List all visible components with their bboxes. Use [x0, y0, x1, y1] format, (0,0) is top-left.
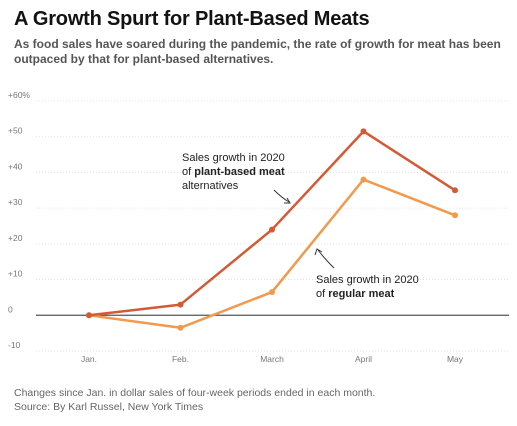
y-tick-label: +40 [8, 161, 23, 171]
chart-title: A Growth Spurt for Plant-Based Meats [14, 8, 370, 30]
plant-annotation-line1: Sales growth in 2020 [182, 152, 285, 164]
meat-annotation-line1: Sales growth in 2020 [316, 274, 419, 286]
meat-annotation-arrowhead [314, 248, 323, 256]
plant-annotation: Sales growth in 2020 of plant-based meat… [182, 152, 291, 204]
meat-annotation: Sales growth in 2020 of regular meat [314, 248, 419, 300]
source-text: Source: By Karl Russel, New York Times [14, 401, 204, 413]
y-tick-label: +30 [8, 197, 23, 207]
plant-based-point [269, 226, 275, 233]
chart-subtitle: As food sales have soared during the pan… [14, 37, 501, 66]
series-lines [86, 128, 458, 331]
y-tick-label: +20 [8, 233, 23, 243]
regular-meat-point [269, 289, 275, 296]
regular-meat-series-line [87, 178, 457, 330]
x-tick-label: Feb. [172, 354, 189, 364]
chart-footnote: Changes since Jan. in dollar sales of fo… [14, 386, 375, 414]
y-tick-label: 0 [8, 304, 13, 314]
y-tick-label: -10 [8, 340, 21, 350]
plant-annotation-line3: alternatives [182, 180, 239, 192]
x-tick-label: May [447, 354, 464, 364]
plant-annotation-line2: of plant-based meat [182, 166, 285, 178]
plant-based-point [452, 187, 458, 194]
y-tick-label: +10 [8, 269, 23, 279]
y-tick-label: +50 [8, 126, 23, 136]
plant-based-point [177, 301, 184, 308]
x-tick-label: Jan. [81, 354, 97, 364]
plant-based-point [360, 128, 367, 135]
grid-lines [36, 100, 509, 352]
y-tick-label: +60% [8, 90, 30, 100]
plant-annotation-arrowhead [284, 197, 291, 204]
meat-annotation-line2: of regular meat [316, 288, 395, 300]
plant-based-point [86, 312, 92, 319]
plant-annotation-arrow [273, 189, 290, 203]
meat-annotation-arrow [317, 249, 335, 269]
regular-meat-point [177, 324, 184, 331]
regular-meat-point [452, 212, 458, 219]
regular-meat-point [360, 176, 367, 183]
x-tick-label: April [355, 354, 372, 364]
x-axis-ticks: Jan. Feb. March April May [81, 354, 464, 364]
x-tick-label: March [260, 354, 284, 364]
y-axis-ticks: +60% +50 +40 +30 +20 +10 0 -10 [8, 90, 30, 350]
footnote-text: Changes since Jan. in dollar sales of fo… [14, 387, 376, 399]
